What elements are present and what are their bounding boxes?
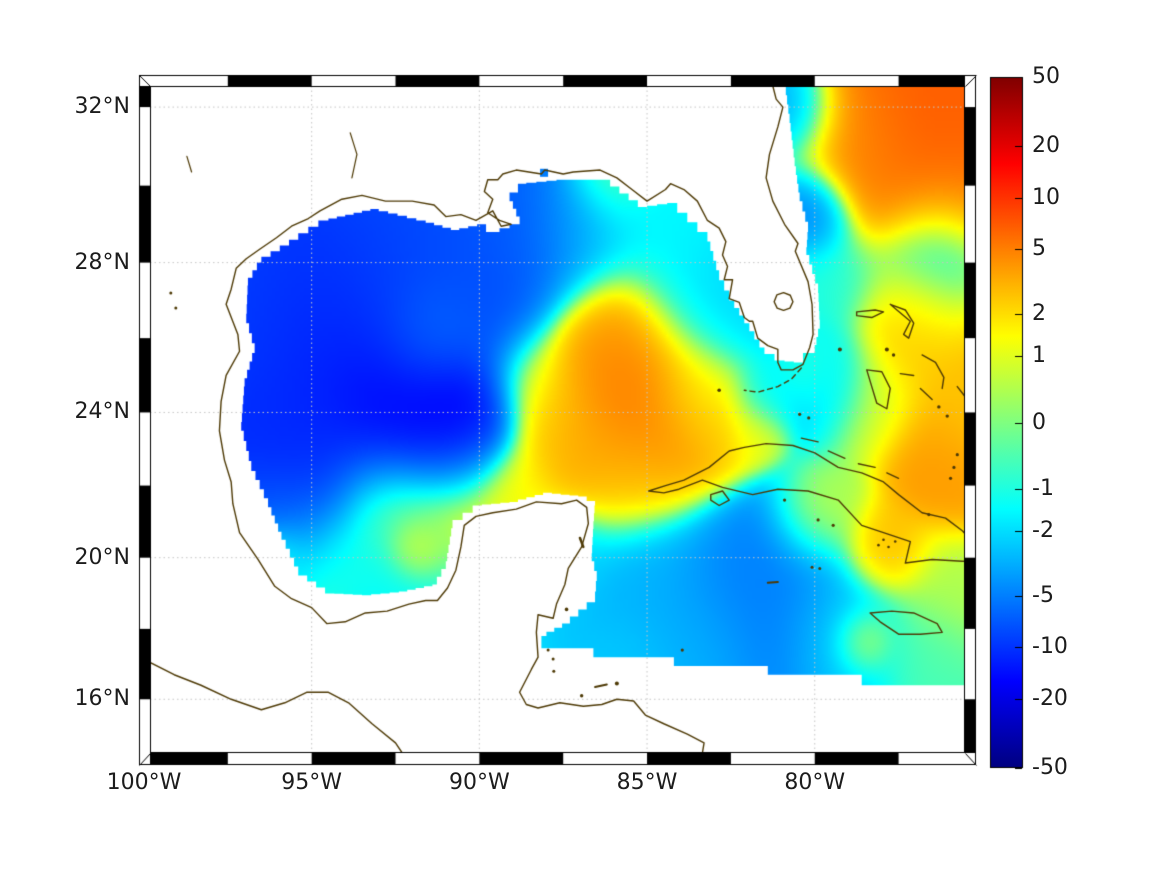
x-tick-label: 90°W: [448, 770, 510, 795]
colorbar-tick-label: 20: [1032, 132, 1060, 158]
colorbar-tick-label: -2: [1032, 517, 1054, 543]
y-tick-label: 24°N: [74, 399, 130, 425]
colorbar-tick-label: 50: [1032, 64, 1060, 89]
x-tick-label: 80°W: [784, 770, 846, 795]
colorbar-tick-label: -20: [1032, 686, 1068, 712]
y-tick-label: 20°N: [74, 544, 130, 570]
x-tick-label: 85°W: [616, 770, 678, 795]
x-tick-label: 95°W: [281, 770, 343, 795]
colorbar-tick-label: -1: [1032, 475, 1054, 501]
colorbar-tick-label: -5: [1032, 582, 1054, 608]
colorbar-tick-label: -10: [1032, 634, 1068, 660]
colorbar-tick-label: -50: [1032, 755, 1068, 780]
colorbar-tick-label: 5: [1032, 236, 1046, 261]
y-tick-label: 28°N: [74, 249, 130, 275]
colorbar-tick-label: 2: [1032, 301, 1046, 327]
y-tick-label: 32°N: [74, 94, 130, 120]
colorbar-tick-label: 10: [1032, 184, 1060, 210]
colorbar-tick-label: 1: [1032, 343, 1046, 369]
colorbar-tick-label: 0: [1032, 409, 1046, 435]
x-tick-label: 100°W: [106, 770, 182, 795]
y-tick-label: 16°N: [74, 686, 130, 712]
